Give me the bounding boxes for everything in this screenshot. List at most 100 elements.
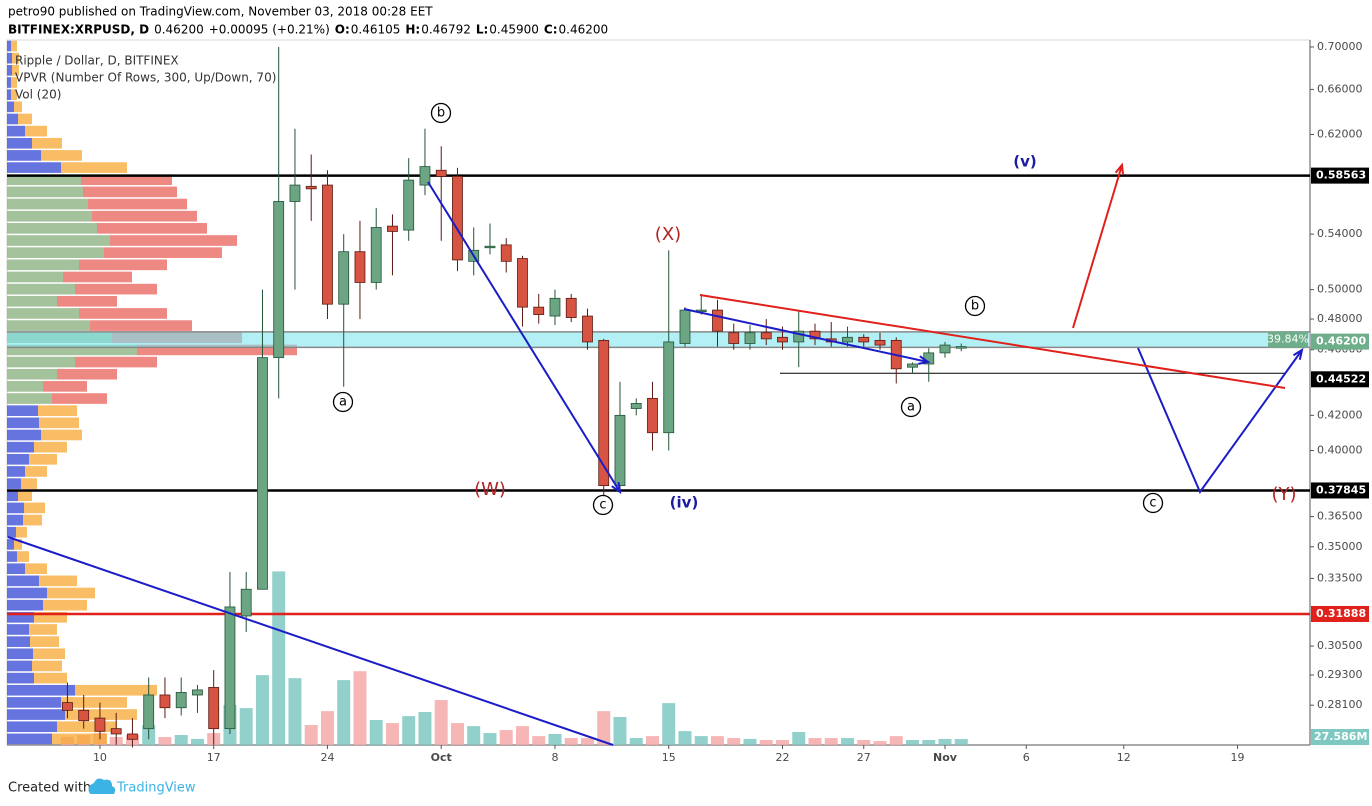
volume-bar bbox=[954, 739, 968, 745]
price-box-label: 0.58563 bbox=[1316, 169, 1366, 182]
wave-label: a bbox=[339, 395, 347, 410]
y-tick-label: 0.36500 bbox=[1317, 510, 1363, 523]
candle-body bbox=[647, 397, 658, 434]
candle-body bbox=[94, 717, 106, 732]
price-band bbox=[7, 331, 1310, 348]
vpvr-up bbox=[7, 624, 29, 635]
vpvr-down bbox=[137, 344, 297, 356]
published-line: petro90 published on TradingView.com, No… bbox=[8, 5, 433, 19]
wave-label: b bbox=[437, 106, 445, 121]
y-tick-label: 0.62000 bbox=[1317, 127, 1363, 140]
volume-bar bbox=[467, 726, 481, 745]
candle-body bbox=[663, 341, 675, 434]
wave-label: (X) bbox=[655, 224, 681, 245]
volume-bar bbox=[889, 736, 903, 745]
candle-body bbox=[322, 184, 333, 305]
x-tick-label: 10 bbox=[93, 751, 107, 764]
footer-brand[interactable]: TradingView bbox=[116, 781, 196, 796]
y-tick-label: 0.30500 bbox=[1317, 639, 1363, 652]
footer-created: Created with bbox=[8, 781, 91, 796]
ohlc-label: C: bbox=[544, 23, 558, 37]
vpvr-down bbox=[52, 393, 107, 404]
vpvr-up bbox=[7, 611, 34, 623]
candle-body bbox=[533, 306, 545, 315]
vpvr-down bbox=[39, 417, 79, 429]
x-tick-label: 6 bbox=[1023, 751, 1030, 764]
volume-bar bbox=[304, 725, 318, 745]
volume-bar bbox=[613, 717, 627, 745]
volume-bar bbox=[450, 723, 464, 745]
candle-body bbox=[370, 227, 382, 283]
candle-body bbox=[240, 588, 252, 617]
candle-body bbox=[565, 297, 577, 318]
vpvr-up bbox=[7, 308, 79, 319]
candle-body bbox=[175, 692, 187, 709]
vpvr-down bbox=[75, 356, 157, 368]
vpvr-down bbox=[61, 697, 127, 708]
vpvr-down bbox=[57, 721, 117, 733]
y-tick-label: 0.66000 bbox=[1317, 82, 1363, 95]
vpvr-down bbox=[29, 624, 57, 635]
wave-line bbox=[427, 181, 621, 493]
vpvr-down bbox=[88, 198, 187, 210]
candle-body bbox=[842, 336, 853, 343]
volume-bar bbox=[597, 711, 611, 745]
price-box bbox=[1311, 482, 1369, 499]
candle-body bbox=[257, 357, 268, 590]
vpvr-up bbox=[7, 721, 57, 733]
vpvr-down bbox=[57, 368, 117, 380]
volume-bar bbox=[792, 731, 806, 745]
vpvr-up bbox=[7, 478, 21, 489]
candle-body bbox=[305, 185, 317, 190]
wave-circle bbox=[900, 396, 922, 418]
volume-bar bbox=[434, 700, 448, 745]
vpvr-up bbox=[7, 393, 52, 404]
vpvr-down bbox=[23, 514, 42, 526]
vpvr-up bbox=[7, 526, 16, 538]
price-box-label: 0.46200 bbox=[1316, 335, 1366, 348]
volume-bar bbox=[662, 703, 676, 745]
candle-body bbox=[62, 702, 73, 711]
price-box-label: 0.44522 bbox=[1316, 372, 1366, 385]
candle-body bbox=[208, 687, 220, 730]
y-tick-label: 0.33500 bbox=[1317, 571, 1363, 584]
vpvr-down bbox=[104, 247, 222, 258]
volume-bar bbox=[239, 708, 253, 745]
volume-bar bbox=[694, 736, 708, 745]
volume-bar bbox=[759, 740, 773, 745]
vpvr-down bbox=[24, 502, 45, 514]
candle-body bbox=[289, 184, 301, 202]
y-tick-label: 0.54000 bbox=[1317, 227, 1363, 240]
wave-circle bbox=[592, 494, 614, 516]
volume-bar bbox=[190, 738, 204, 745]
vpvr-down bbox=[41, 429, 82, 441]
vpvr-down bbox=[25, 125, 47, 137]
x-tick-label: 12 bbox=[1117, 751, 1131, 764]
x-tick-label: Oct bbox=[431, 751, 452, 764]
candle-body bbox=[598, 339, 610, 487]
vpvr-up bbox=[7, 539, 14, 550]
y-tick-label: 0.70000 bbox=[1317, 40, 1363, 53]
candle-body bbox=[224, 606, 236, 730]
vpvr-down bbox=[11, 89, 17, 100]
vpvr-down bbox=[11, 77, 17, 88]
vpvr-down bbox=[14, 539, 22, 550]
x-tick-label: 27 bbox=[857, 751, 871, 764]
vpvr-up bbox=[7, 235, 110, 246]
volume-bar bbox=[515, 726, 529, 745]
vpvr-down bbox=[32, 660, 62, 672]
vpvr-down bbox=[18, 113, 32, 125]
vpvr-down bbox=[14, 101, 22, 113]
volume-bar bbox=[548, 733, 562, 745]
vpvr-down bbox=[12, 65, 19, 76]
volume-bar bbox=[775, 740, 789, 745]
vpvr-up bbox=[7, 162, 61, 173]
vpvr-down bbox=[29, 453, 57, 465]
vpvr-down bbox=[25, 563, 47, 575]
vpvr-down bbox=[97, 223, 207, 234]
wave-label: c bbox=[1149, 496, 1156, 511]
vpvr-up bbox=[7, 320, 90, 331]
vpvr-up bbox=[7, 198, 88, 210]
wave-circle bbox=[332, 391, 354, 413]
y-tick-label: 0.42000 bbox=[1317, 408, 1363, 421]
